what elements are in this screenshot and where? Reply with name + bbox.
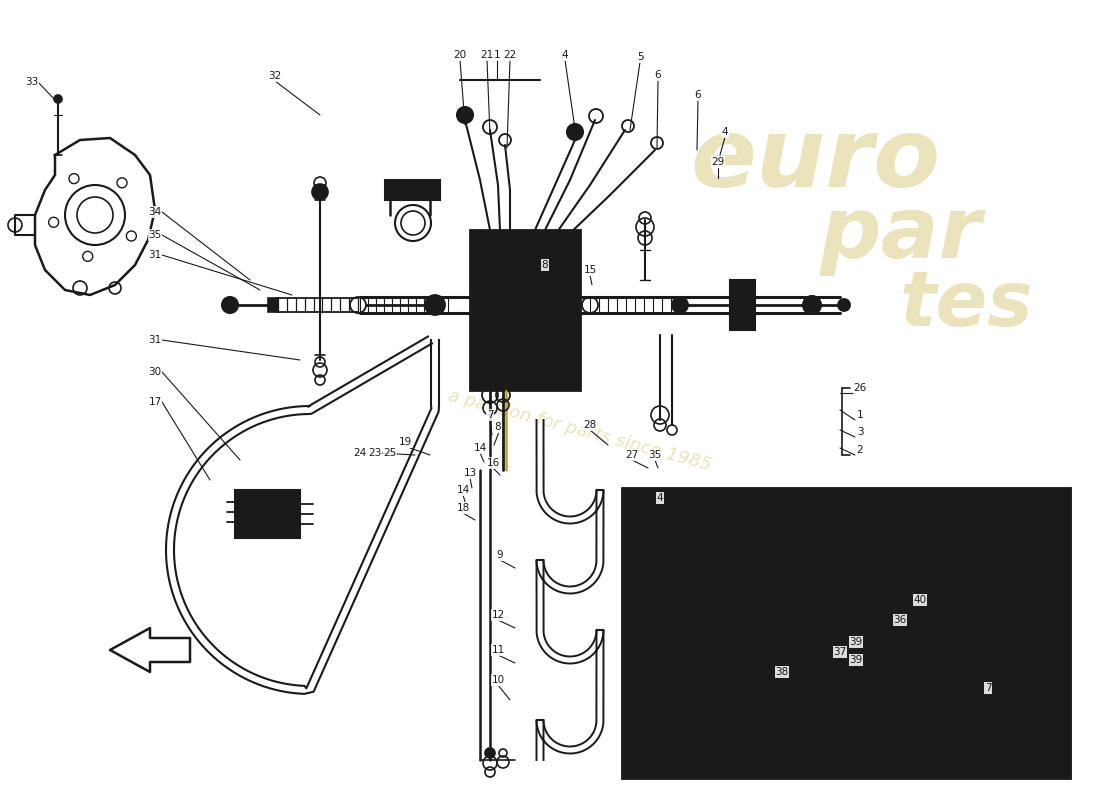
Bar	[235, 490, 300, 538]
Text: 8: 8	[541, 260, 548, 270]
Text: 2: 2	[857, 445, 864, 455]
Text: 39: 39	[849, 655, 862, 665]
Circle shape	[624, 562, 640, 578]
Bar	[240, 495, 295, 533]
Circle shape	[456, 107, 473, 123]
Text: 17: 17	[148, 397, 162, 407]
Text: GD: GD	[835, 759, 857, 773]
Circle shape	[503, 283, 547, 327]
Text: tes: tes	[900, 268, 1034, 342]
Text: 1: 1	[857, 410, 864, 420]
Text: 29: 29	[712, 157, 725, 167]
Text: 15: 15	[583, 265, 596, 275]
Circle shape	[485, 748, 495, 758]
Text: 4: 4	[562, 50, 569, 60]
Text: 7: 7	[486, 410, 493, 420]
Text: 26: 26	[854, 383, 867, 393]
Text: 3: 3	[857, 427, 864, 437]
Text: 8: 8	[495, 422, 502, 432]
Bar	[385, 180, 440, 200]
Text: 21: 21	[481, 50, 494, 60]
Text: 14: 14	[456, 485, 470, 495]
Text: 19: 19	[398, 437, 411, 447]
Text: 7: 7	[984, 683, 991, 693]
Text: 6: 6	[695, 90, 702, 100]
Text: 32: 32	[268, 71, 282, 81]
Text: 12: 12	[492, 610, 505, 620]
Circle shape	[312, 184, 328, 200]
Text: 5: 5	[637, 52, 644, 62]
Text: 1: 1	[494, 50, 501, 60]
Text: 31: 31	[148, 250, 162, 260]
Circle shape	[825, 516, 839, 530]
Text: 6: 6	[654, 70, 661, 80]
Circle shape	[425, 295, 446, 315]
Text: 36: 36	[893, 615, 906, 625]
Text: 24: 24	[353, 448, 366, 458]
Circle shape	[838, 299, 850, 311]
Text: 31: 31	[148, 335, 162, 345]
Text: 28: 28	[583, 420, 596, 430]
Bar	[268, 298, 278, 312]
Text: euro: euro	[690, 114, 940, 206]
Text: 4: 4	[722, 127, 728, 137]
Text: 39: 39	[849, 637, 862, 647]
Bar	[470, 230, 580, 390]
Text: 35: 35	[648, 450, 661, 460]
Bar	[621, 488, 1070, 778]
Text: 13: 13	[463, 468, 476, 478]
Circle shape	[566, 124, 583, 140]
Circle shape	[672, 297, 688, 313]
Bar	[807, 533, 887, 623]
Text: 40: 40	[913, 595, 926, 605]
Text: 22: 22	[504, 50, 517, 60]
Text: 27: 27	[626, 450, 639, 460]
Circle shape	[803, 296, 821, 314]
Circle shape	[222, 297, 238, 313]
Text: 16: 16	[486, 458, 499, 468]
Text: 4: 4	[657, 493, 663, 503]
Bar	[621, 488, 1070, 778]
Circle shape	[825, 561, 869, 605]
Text: 11: 11	[492, 645, 505, 655]
Circle shape	[54, 95, 62, 103]
Text: 18: 18	[456, 503, 470, 513]
Text: 37: 37	[834, 647, 847, 657]
Bar	[802, 528, 892, 628]
Text: 23: 23	[368, 448, 382, 458]
Text: 38: 38	[776, 667, 789, 677]
Text: 25: 25	[384, 448, 397, 458]
Text: 20: 20	[453, 50, 466, 60]
Bar	[478, 238, 572, 382]
Text: par: par	[820, 194, 982, 277]
Text: 33: 33	[25, 77, 39, 87]
Circle shape	[816, 507, 828, 519]
Text: a passion for parts since 1985: a passion for parts since 1985	[447, 386, 714, 474]
Bar	[730, 280, 755, 330]
Text: 34: 34	[148, 207, 162, 217]
Text: 10: 10	[492, 675, 505, 685]
Text: 35: 35	[148, 230, 162, 240]
Text: 9: 9	[497, 550, 504, 560]
Text: 14: 14	[473, 443, 486, 453]
Text: 30: 30	[148, 367, 162, 377]
